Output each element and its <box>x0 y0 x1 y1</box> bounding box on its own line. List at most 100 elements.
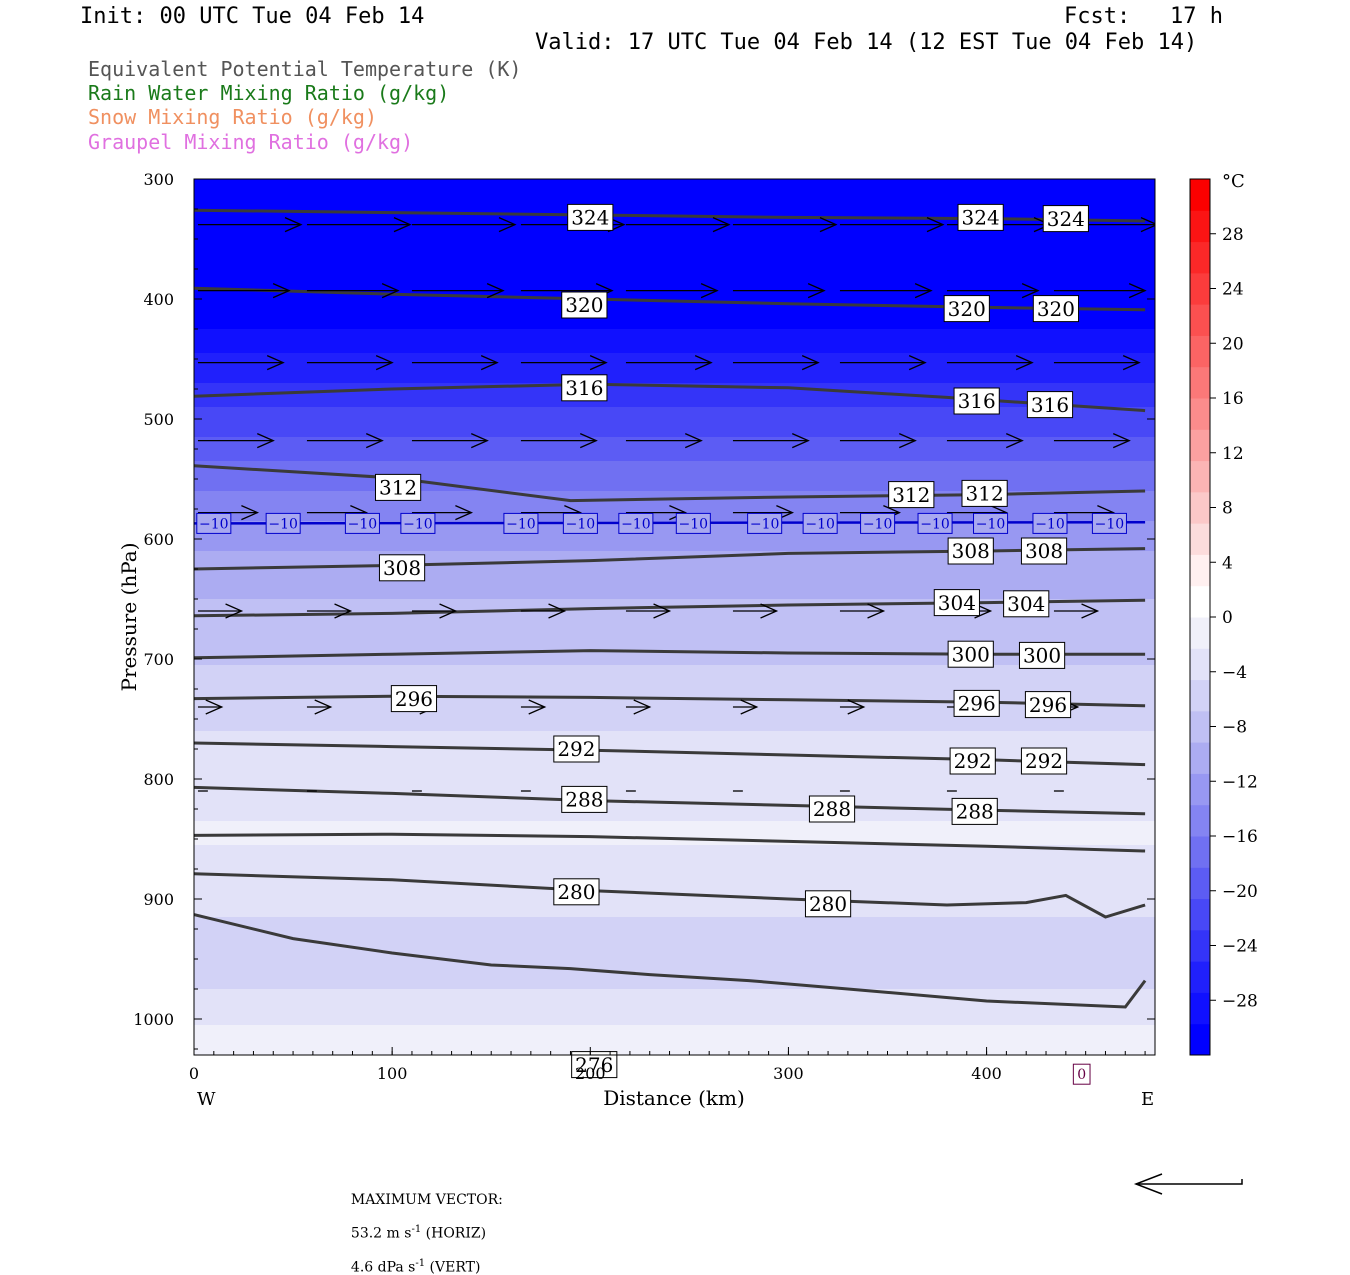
colorbar-segment <box>1190 554 1210 587</box>
theta-e-label-288-text: 288 <box>565 788 603 812</box>
x-axis-west-label: W <box>197 1089 216 1110</box>
temperature-band <box>194 677 1155 684</box>
theta-e-label-292-text: 292 <box>557 737 595 761</box>
x-tick-label: 100 <box>377 1064 408 1083</box>
theta-e-label-292-box <box>1020 747 1068 775</box>
theta-e-label-288-text: 288 <box>813 797 851 821</box>
wind-vector <box>732 217 838 233</box>
temperature-band <box>194 281 1155 288</box>
theta-e-label-292-box <box>949 747 996 775</box>
colorbar-tick-label: 8 <box>1222 499 1233 519</box>
theta-e-label-324-box <box>957 203 1004 231</box>
theta-e-label-316-text: 316 <box>958 389 996 413</box>
colorbar-tick-label: 12 <box>1222 444 1244 464</box>
theta-e-label-296: 296 <box>1024 691 1072 719</box>
theta-e-label-292: 292 <box>949 747 996 775</box>
theta-e-label-304-text: 304 <box>1007 592 1045 616</box>
theta-e-label-280-box <box>553 878 600 906</box>
freezing-label: 0 <box>1072 1063 1091 1085</box>
theta-e-contour-276 <box>194 913 1147 1009</box>
y-tick-label: 500 <box>143 410 174 429</box>
isotherm-label-text: −10 <box>863 516 893 532</box>
temperature-band <box>194 731 1155 738</box>
temperature-band <box>194 413 1155 420</box>
temperature-band <box>194 293 1155 300</box>
wind-vector <box>197 433 275 449</box>
colorbar-segment <box>1190 179 1210 211</box>
temperature-shading <box>194 179 1155 1055</box>
temperature-band <box>194 815 1155 822</box>
x-tick-label: 400 <box>971 1064 1002 1083</box>
temperature-band <box>194 635 1155 642</box>
theta-e-label-288: 288 <box>951 797 998 825</box>
wind-vector-head <box>225 603 244 619</box>
y-tick-label: 600 <box>143 530 174 549</box>
vert-unit: (VERT) <box>425 1259 481 1275</box>
temperature-band <box>194 713 1155 720</box>
colorbar-segment <box>1190 460 1210 493</box>
wind-vector <box>197 283 291 299</box>
wind-vector-head <box>819 217 838 233</box>
colorbar-tick-label: 4 <box>1222 553 1233 573</box>
wind-vector-head <box>700 283 719 299</box>
theta-e-label-296-text: 296 <box>958 692 996 716</box>
freezing-label-box <box>1072 1063 1091 1085</box>
temperature-band <box>194 233 1155 240</box>
temperature-band <box>194 1049 1155 1055</box>
temperature-band <box>194 443 1155 450</box>
wind-vector <box>411 433 489 449</box>
theta-e-label-324: 324 <box>567 203 614 231</box>
temperature-band <box>194 989 1155 996</box>
theta-e-label-276-box <box>571 1051 618 1079</box>
temperature-band <box>194 203 1155 210</box>
theta-e-label-312-box <box>888 481 935 509</box>
temperature-band <box>194 701 1155 708</box>
theta-e-label-280: 280 <box>804 890 852 918</box>
theta-e-label-316-text: 316 <box>565 376 603 400</box>
temperature-band <box>194 569 1155 576</box>
temperature-band <box>194 197 1155 204</box>
wind-vector-head <box>1122 355 1141 371</box>
temperature-band <box>194 227 1155 234</box>
isotherm-label-box <box>675 512 711 534</box>
wind-vector-head <box>439 603 458 619</box>
colorbar-segment <box>1190 272 1210 305</box>
isotherm-label-box <box>860 512 896 534</box>
theta-e-label-288-text: 288 <box>956 800 994 824</box>
temperature-band <box>194 887 1155 894</box>
temperature-band <box>194 971 1155 978</box>
colorbar-segment <box>1190 585 1210 618</box>
theta-e-label-292: 292 <box>553 735 600 763</box>
isotherm-label-box <box>400 512 436 534</box>
wind-vector <box>1053 603 1100 619</box>
wind-vector <box>839 283 933 299</box>
theta-e-label-312: 312 <box>374 473 422 501</box>
temperature-band <box>194 653 1155 660</box>
y-tick-label: 400 <box>143 290 174 309</box>
theta-e-label-312-box <box>374 473 422 501</box>
theta-e-label-312-text: 312 <box>379 476 417 500</box>
isotherm-label-box <box>618 512 654 534</box>
wind-vector-head <box>633 699 652 715</box>
wind-vector <box>411 603 458 619</box>
temperature-band <box>194 827 1155 834</box>
isotherm-label-text: −10 <box>268 516 298 532</box>
isotherm-label-text: −10 <box>750 516 780 532</box>
vert-sup: -1 <box>415 1257 426 1269</box>
temperature-band <box>194 947 1155 954</box>
wind-vector <box>625 505 688 521</box>
temperature-band <box>194 317 1155 324</box>
colorbar-segment <box>1190 491 1210 524</box>
wind-vector <box>306 217 412 233</box>
colorbar-segment <box>1190 1023 1210 1056</box>
temperature-band <box>194 1019 1155 1026</box>
colorbar-tick-label: −28 <box>1222 991 1258 1011</box>
wind-vector-head <box>480 355 499 371</box>
wind-vector <box>1053 355 1141 371</box>
wind-vector <box>625 217 731 233</box>
reference-vector-arrow <box>1133 1173 1243 1195</box>
wind-vector <box>1053 433 1131 449</box>
colorbar-segment <box>1190 804 1210 837</box>
temperature-band <box>194 737 1155 744</box>
vert-value: 4.6 dPa s <box>350 1259 416 1275</box>
